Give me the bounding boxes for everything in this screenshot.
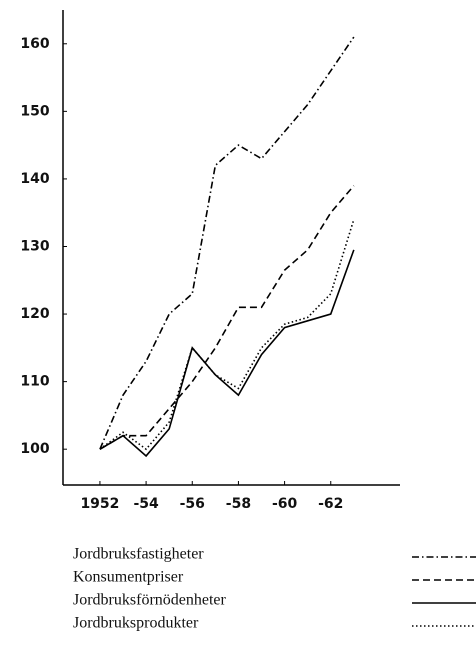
series-line xyxy=(99,185,355,450)
x-tick-label: -56 xyxy=(180,496,205,512)
series-line xyxy=(99,36,355,450)
y-tick-label: 150 xyxy=(20,103,49,119)
legend-label: Jordbruksfastigheter xyxy=(73,546,204,563)
y-tick-label: 110 xyxy=(20,374,49,390)
y-tick-label: 160 xyxy=(20,36,49,52)
x-tick-label: -62 xyxy=(318,496,343,512)
y-tick-label: 140 xyxy=(20,171,49,187)
x-tick-label: -58 xyxy=(226,496,251,512)
y-tick-label: 130 xyxy=(20,238,49,254)
y-tick-label: 100 xyxy=(20,441,49,457)
y-tick-label: 120 xyxy=(20,306,49,322)
legend-label: Konsumentpriser xyxy=(73,569,184,586)
series-line xyxy=(99,219,355,451)
x-tick-label: -60 xyxy=(272,496,298,512)
legend-label: Jordbruksprodukter xyxy=(73,615,199,632)
legend-label: Jordbruksförnödenheter xyxy=(73,592,227,609)
series-line xyxy=(99,249,355,458)
x-tick-label: -54 xyxy=(133,496,159,512)
x-tick-label: 1952 xyxy=(80,496,119,512)
